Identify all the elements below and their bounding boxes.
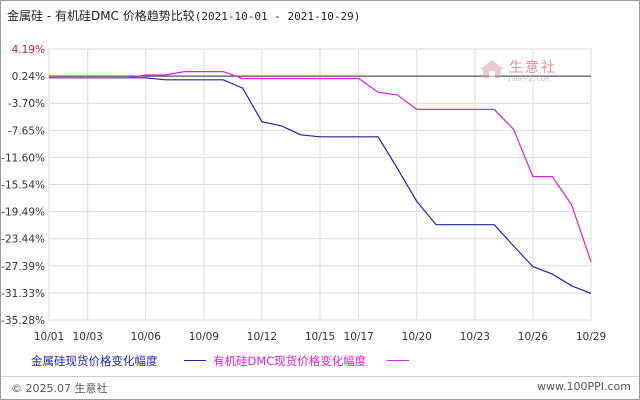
price-trend-chart: 4.19% 0.24% -3.70% -7.65% -11.60% -15.54% -19.… bbox=[1, 44, 606, 343]
y-tick-label: -19.49% bbox=[1, 207, 45, 219]
y-tick-label: -35.28% bbox=[1, 315, 45, 327]
y-tick-label: -3.70% bbox=[8, 98, 45, 110]
x-tick-label: 10/03 bbox=[73, 331, 103, 343]
series-line-1 bbox=[49, 77, 592, 294]
x-tick-label: 10/15 bbox=[305, 331, 335, 343]
x-tick-label: 10/26 bbox=[518, 331, 549, 343]
legend-series2-label: 有机硅DMC现货价格变化幅度 bbox=[213, 354, 367, 368]
watermark-logo: 生意社 100PPI.COM bbox=[479, 55, 579, 89]
x-tick-label: 10/29 bbox=[576, 331, 606, 343]
legend-series2-line bbox=[387, 360, 409, 361]
watermark-url: 100PPI.COM bbox=[507, 75, 550, 83]
house-icon bbox=[480, 60, 504, 78]
y-tick-label: 0.24% bbox=[12, 71, 45, 83]
y-tick-label: -31.33% bbox=[1, 288, 45, 300]
footer-divider bbox=[1, 376, 639, 377]
x-tick-label: 10/17 bbox=[344, 331, 374, 343]
footer-site-link[interactable]: www.100PPI.com bbox=[537, 380, 631, 393]
chart-date-range: (2021-10-01 - 2021-10-29) bbox=[194, 10, 361, 23]
legend-series1-label: 金属硅现货价格变化幅度 bbox=[31, 354, 158, 368]
x-tick-label: 10/06 bbox=[131, 331, 162, 343]
series-line-2 bbox=[49, 70, 592, 262]
footer-copyright: © 2025.07 生意社 bbox=[11, 382, 108, 395]
x-tick-label: 10/01 bbox=[34, 331, 64, 343]
y-tick-label: 4.19% bbox=[12, 44, 45, 56]
chart-title: 金属硅 - 有机硅DMC 价格趋势比较(2021-10-01 - 2021-10… bbox=[7, 9, 361, 23]
y-tick-label: -7.65% bbox=[8, 125, 45, 137]
x-tick-label: 10/09 bbox=[189, 331, 219, 343]
x-tick-label: 10/12 bbox=[247, 331, 277, 343]
x-tick-label: 10/20 bbox=[402, 331, 432, 343]
legend-series1-line bbox=[184, 360, 206, 361]
watermark-name: 生意社 bbox=[509, 60, 557, 76]
y-tick-label: -23.44% bbox=[1, 234, 45, 246]
y-tick-label: -11.60% bbox=[1, 152, 45, 164]
y-tick-label: -15.54% bbox=[1, 180, 45, 192]
x-tick-label: 10/23 bbox=[460, 331, 490, 343]
y-tick-label: -27.39% bbox=[1, 261, 45, 273]
